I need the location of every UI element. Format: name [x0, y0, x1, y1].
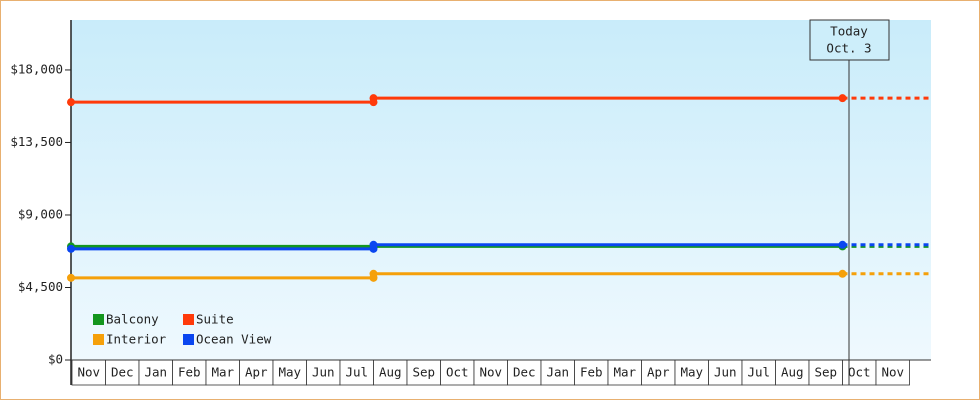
x-tick-label: Aug: [379, 365, 402, 380]
y-tick-label: $0: [48, 352, 63, 367]
x-tick-label: Jan: [546, 365, 569, 380]
y-tick-label: $13,500: [10, 134, 63, 149]
x-cell: [239, 359, 274, 386]
x-cell: [272, 359, 307, 386]
today-title: Today: [830, 24, 868, 39]
x-tick-label: Jun: [714, 365, 737, 380]
x-tick-label: Mar: [613, 365, 636, 380]
x-cell: [172, 359, 207, 386]
point: [369, 94, 378, 103]
x-tick-label: May: [680, 365, 703, 380]
x-tick-label: Oct: [446, 365, 469, 380]
x-tick-label: May: [278, 365, 301, 380]
x-cell: [339, 359, 374, 386]
x-tick-label: Dec: [111, 365, 134, 380]
legend-label: Suite: [196, 312, 234, 327]
x-cell: [775, 359, 810, 386]
point: [67, 273, 75, 282]
today-date: Oct. 3: [826, 41, 871, 56]
x-cell: [440, 359, 475, 386]
legend-label: Balcony: [106, 312, 159, 327]
series-line: [71, 243, 843, 251]
x-tick-label: Feb: [580, 365, 603, 380]
x-cell: [205, 359, 240, 386]
x-cell: [373, 359, 408, 386]
legend-swatch: [183, 334, 194, 345]
point: [369, 240, 378, 249]
today-box: [809, 19, 890, 61]
legend-swatch: [93, 334, 104, 345]
x-tick-label: Apr: [647, 365, 670, 380]
y-tick-label: $4,500: [18, 279, 63, 294]
y-tick-label: $9,000: [18, 206, 63, 221]
legend-swatch: [183, 314, 194, 325]
x-tick-label: Jul: [747, 365, 770, 380]
x-tick-label: Jun: [312, 365, 335, 380]
point: [67, 98, 75, 107]
x-tick-label: Jan: [144, 365, 167, 380]
x-tick-label: Nov: [881, 365, 904, 380]
x-tick-label: Apr: [245, 365, 268, 380]
legend-label: Interior: [106, 332, 167, 347]
x-tick-label: Nov: [77, 365, 100, 380]
y-tick-label: $18,000: [10, 61, 63, 76]
x-tick-label: Mar: [211, 365, 234, 380]
x-tick-label: Sep: [412, 365, 435, 380]
x-tick-label: Jul: [345, 365, 368, 380]
x-tick-label: Nov: [479, 365, 502, 380]
x-tick-label: Oct: [848, 365, 871, 380]
x-tick-label: Dec: [513, 365, 536, 380]
series-line: [71, 272, 843, 280]
point: [67, 244, 75, 253]
plot-area: [71, 20, 931, 360]
x-tick-label: Aug: [781, 365, 804, 380]
series-line: [71, 96, 843, 104]
legend-swatch: [93, 314, 104, 325]
x-cell: [875, 359, 910, 386]
legend-label: Ocean View: [196, 332, 272, 347]
x-tick-label: Feb: [178, 365, 201, 380]
x-cell: [473, 359, 508, 386]
x-tick-label: Sep: [814, 365, 837, 380]
point: [369, 269, 378, 278]
